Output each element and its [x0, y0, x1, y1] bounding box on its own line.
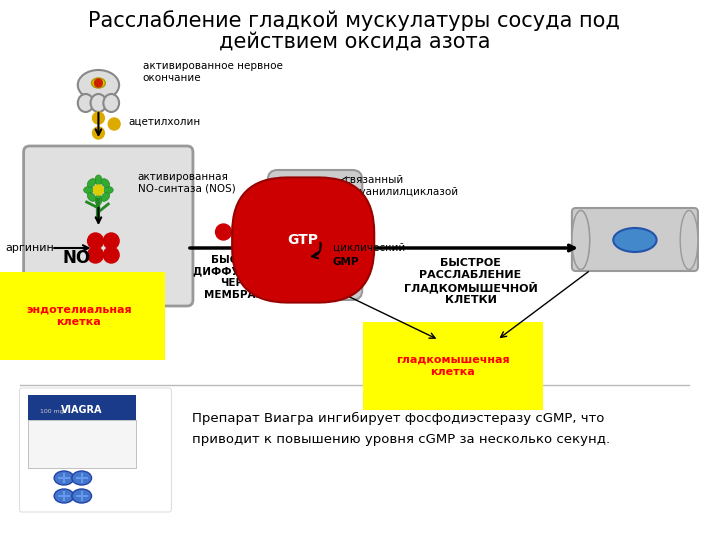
Circle shape: [88, 247, 104, 263]
Circle shape: [104, 233, 119, 249]
Circle shape: [307, 200, 323, 216]
Circle shape: [251, 224, 267, 240]
FancyBboxPatch shape: [19, 388, 171, 512]
Ellipse shape: [285, 258, 335, 282]
Text: GMP: GMP: [333, 257, 359, 267]
Ellipse shape: [572, 211, 590, 269]
FancyBboxPatch shape: [27, 420, 136, 468]
Text: активированное нервное
окончание: активированное нервное окончание: [143, 61, 283, 83]
Text: ацетилхолин: ацетилхолин: [128, 117, 200, 127]
Text: VIAGRA: VIAGRA: [61, 405, 102, 415]
Circle shape: [104, 247, 119, 263]
Text: Расслабление гладкой мускулатуры сосуда под: Расслабление гладкой мускулатуры сосуда …: [89, 10, 621, 31]
Ellipse shape: [613, 228, 657, 252]
Text: БЫСТРАЯ
ДИФФУЗИЯ NO
ЧЕРЕЗ
МЕМБРАНЫ: БЫСТРАЯ ДИФФУЗИЯ NO ЧЕРЕЗ МЕМБРАНЫ: [194, 255, 285, 300]
Ellipse shape: [54, 489, 74, 503]
FancyBboxPatch shape: [24, 146, 193, 306]
Text: приводит к повышению уровня сGMP за несколько секунд.: приводит к повышению уровня сGMP за неск…: [192, 434, 610, 447]
Ellipse shape: [95, 175, 102, 185]
Circle shape: [215, 224, 231, 240]
Ellipse shape: [91, 94, 107, 112]
Circle shape: [108, 118, 120, 130]
Text: Препарат Виагра ингибирует фосфодиэстеразу сGMP, что: Препарат Виагра ингибирует фосфодиэстера…: [192, 411, 604, 424]
Text: действием оксида азота: действием оксида азота: [219, 32, 490, 52]
Ellipse shape: [72, 489, 91, 503]
Ellipse shape: [87, 179, 96, 187]
Ellipse shape: [78, 94, 94, 112]
Text: гладкомышечная
клетка: гладкомышечная клетка: [396, 355, 510, 376]
Circle shape: [93, 127, 104, 139]
Text: эндотелиальная
клетка: эндотелиальная клетка: [26, 305, 132, 327]
Circle shape: [93, 112, 104, 124]
Ellipse shape: [680, 211, 698, 269]
Ellipse shape: [95, 195, 102, 205]
Circle shape: [94, 79, 102, 87]
Text: связанный
с гуанилилциклазой
NO: связанный с гуанилилциклазой NO: [345, 175, 458, 208]
FancyBboxPatch shape: [572, 208, 698, 271]
Text: GTP: GTP: [288, 233, 319, 247]
Ellipse shape: [101, 179, 109, 187]
Ellipse shape: [78, 70, 119, 100]
Text: БЫСТРОЕ
РАССЛАБЛЕНИЕ
ГЛАДКОМЫШЕЧНОЙ
КЛЕТКИ: БЫСТРОЕ РАССЛАБЛЕНИЕ ГЛАДКОМЫШЕЧНОЙ КЛЕТ…: [404, 258, 537, 305]
FancyBboxPatch shape: [268, 170, 362, 300]
Ellipse shape: [72, 471, 91, 485]
Ellipse shape: [84, 186, 94, 193]
Ellipse shape: [91, 78, 105, 88]
Ellipse shape: [104, 94, 119, 112]
Text: аргинин: аргинин: [5, 243, 54, 253]
Circle shape: [233, 224, 249, 240]
Text: NO: NO: [63, 249, 91, 267]
Circle shape: [308, 186, 322, 200]
Circle shape: [94, 185, 104, 195]
Circle shape: [88, 233, 104, 249]
Ellipse shape: [54, 471, 74, 485]
Ellipse shape: [87, 193, 96, 201]
Text: циклический: циклический: [333, 243, 405, 253]
Ellipse shape: [572, 211, 590, 269]
Text: активированная
NO-синтаза (NOS): активированная NO-синтаза (NOS): [138, 172, 235, 194]
Ellipse shape: [101, 193, 109, 201]
Text: 100 mg: 100 mg: [40, 409, 64, 415]
Ellipse shape: [104, 186, 113, 193]
FancyBboxPatch shape: [27, 395, 136, 420]
